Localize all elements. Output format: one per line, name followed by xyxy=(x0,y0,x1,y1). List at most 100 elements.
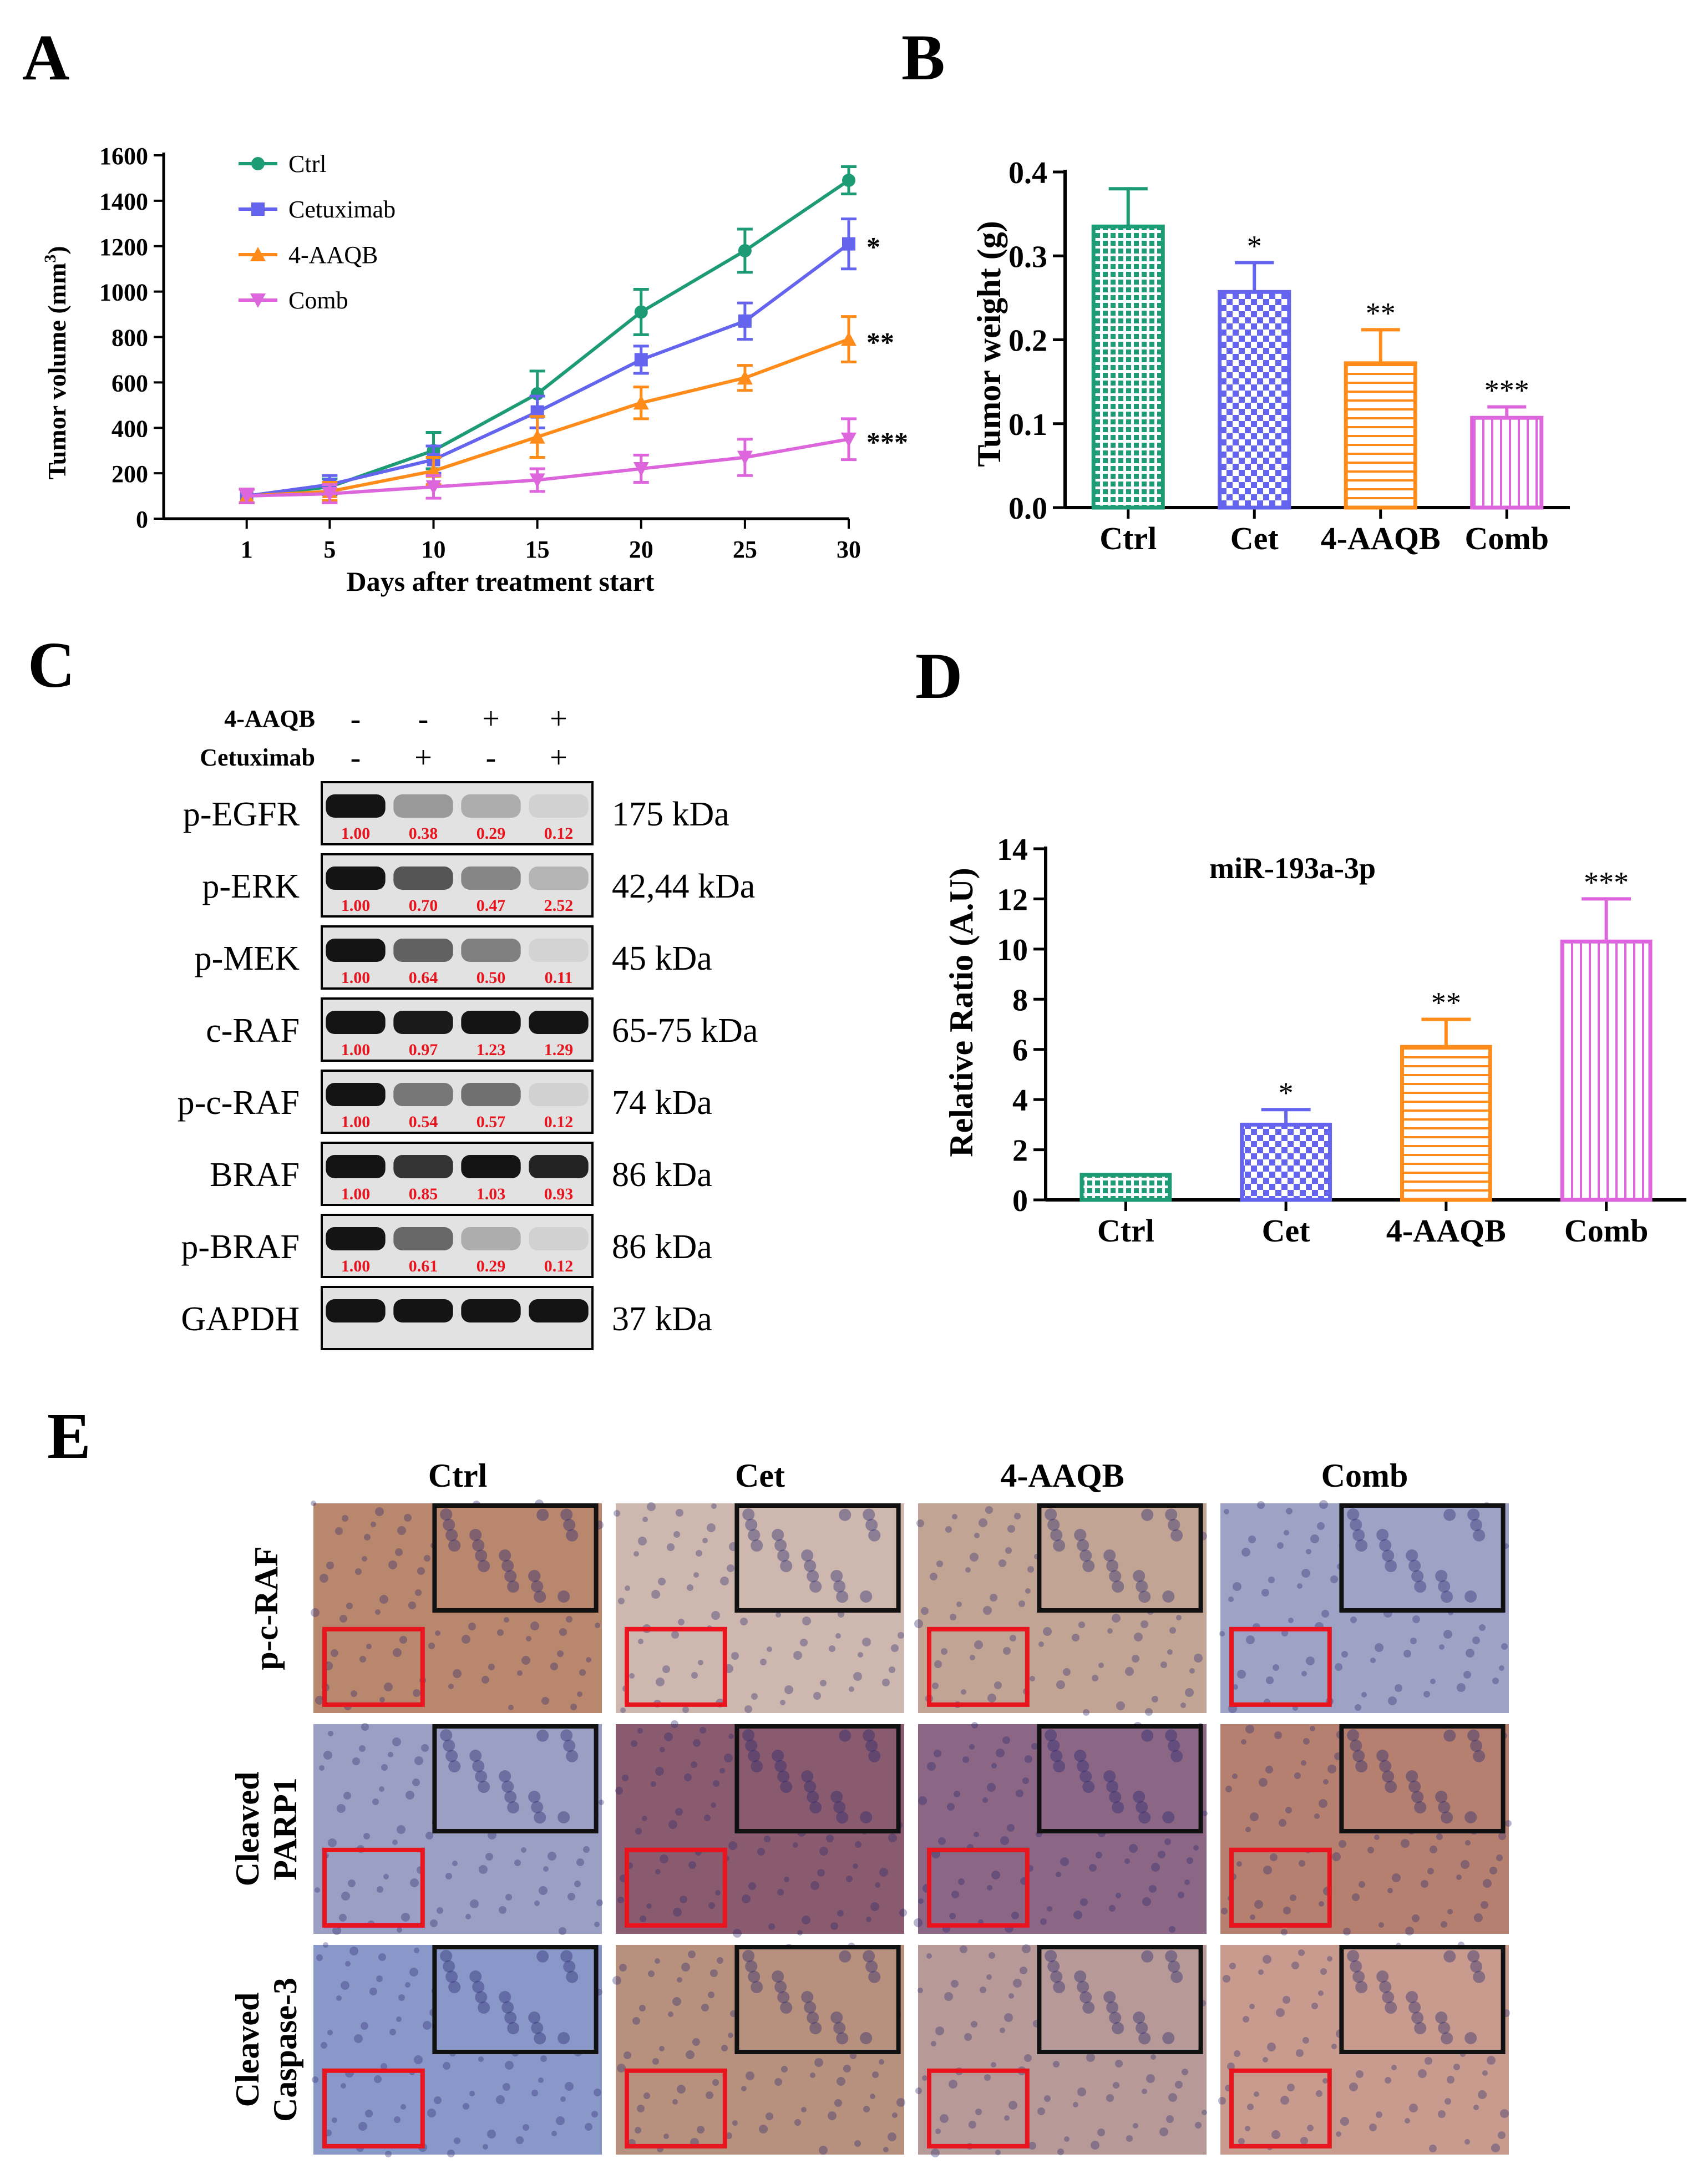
panel-c-treatment-sign: - xyxy=(351,741,361,775)
panel-e-nucleus-zoomed xyxy=(804,1559,817,1572)
panel-e-nucleus-zoomed xyxy=(1138,1811,1151,1824)
panel-e-nucleus xyxy=(311,1608,320,1617)
panel-e-nucleus-zoomed xyxy=(868,1970,881,1983)
panel-e-nucleus-zoomed xyxy=(566,1970,579,1983)
panel-e-nucleus xyxy=(1330,1575,1338,1583)
panel-e-nucleus xyxy=(463,2103,469,2110)
panel-e-nucleus xyxy=(1319,1500,1328,1509)
panel-e-nucleus-zoomed xyxy=(1441,1811,1453,1824)
panel-e-nucleus xyxy=(1245,1827,1251,1832)
panel-e-nucleus xyxy=(1302,2037,1309,2044)
panel-e-nucleus xyxy=(837,1910,844,1917)
panel-e-nucleus-zoomed xyxy=(780,1560,793,1573)
panel-e-nucleus xyxy=(1004,2013,1013,2022)
panel-e-nucleus-zoomed xyxy=(1170,1970,1183,1983)
panel-c-band xyxy=(461,1155,521,1178)
panel-e-nucleus-zoomed xyxy=(1103,1770,1116,1782)
panel-e-nucleus xyxy=(931,2041,936,2046)
panel-e-nucleus xyxy=(936,1560,943,1567)
panel-e-nucleus xyxy=(361,2022,368,2030)
panel-e-nucleus-zoomed xyxy=(1350,1960,1362,1973)
panel-a-data-point xyxy=(841,432,856,447)
panel-c-treatment-label: Cetuximab xyxy=(200,744,315,771)
panel-e-nucleus xyxy=(1505,1820,1512,1827)
panel-e-nucleus xyxy=(1280,2096,1289,2105)
panel-a-y-axis-label: Tumor volume (mm3) xyxy=(41,246,71,479)
panel-e-region-box xyxy=(322,1626,425,1707)
panel-e-nucleus-zoomed xyxy=(1408,1780,1421,1793)
panel-e-nucleus xyxy=(854,2140,861,2147)
panel-e-nucleus xyxy=(655,1958,660,1964)
panel-e-nucleus xyxy=(846,1876,853,1882)
panel-e-nucleus-zoomed xyxy=(1141,1950,1154,1963)
panel-e-nucleus-zoomed xyxy=(1406,1991,1418,2003)
panel-e-nucleus xyxy=(487,2130,496,2139)
panel-e-nucleus-zoomed xyxy=(1138,2032,1151,2045)
panel-e-nucleus xyxy=(1160,1661,1167,1668)
panel-e-nucleus-zoomed xyxy=(475,1991,488,2004)
panel-e-region-box xyxy=(927,2068,1030,2148)
panel-d-x-tick-label: 4-AAQB xyxy=(1386,1213,1506,1249)
panel-e-nucleus xyxy=(1319,1799,1327,1808)
panel-e-nucleus xyxy=(1202,1811,1208,1816)
panel-e-nucleus xyxy=(336,1995,342,2001)
panel-e-nucleus xyxy=(655,1767,664,1776)
panel-e-nucleus xyxy=(677,2085,686,2094)
panel-e-nucleus xyxy=(1195,2122,1202,2129)
panel-c-band xyxy=(326,1155,386,1178)
panel-e-nucleus xyxy=(813,1692,821,1700)
panel-e-nucleus xyxy=(1221,1908,1228,1914)
panel-e-nucleus xyxy=(970,1655,975,1660)
panel-c-quant-value: 0.12 xyxy=(544,1257,574,1275)
panel-e-tile xyxy=(1219,1500,1509,1713)
panel-e-nucleus xyxy=(1013,1979,1022,1988)
panel-e-nucleus xyxy=(960,1945,967,1953)
panel-e-nucleus xyxy=(1152,1696,1158,1702)
panel-e-nucleus xyxy=(733,1929,742,1938)
panel-e-nucleus-zoomed xyxy=(531,1580,544,1593)
panel-e-nucleus xyxy=(664,1732,673,1741)
panel-e-nucleus xyxy=(667,1543,675,1551)
panel-e-nucleus xyxy=(1047,1906,1052,1912)
panel-c-treatment-sign: + xyxy=(414,741,432,775)
panel-e-nucleus xyxy=(660,1854,668,1863)
panel-e-nucleus xyxy=(721,2045,728,2051)
panel-e-nucleus-zoomed xyxy=(499,1770,511,1782)
panel-e-nucleus xyxy=(724,1754,733,1762)
panel-a-data-point xyxy=(737,450,753,465)
panel-e-nucleus xyxy=(469,2091,475,2096)
panel-e-nucleus xyxy=(652,2058,659,2065)
panel-e-nucleus xyxy=(696,1550,702,1557)
panel-e-nucleus xyxy=(1296,2049,1304,2057)
panel-e-nucleus xyxy=(1038,1641,1044,1647)
panel-e-nucleus xyxy=(1167,1649,1173,1655)
panel-e-nucleus xyxy=(337,1804,346,1813)
panel-a-legend-label: Ctrl xyxy=(288,150,326,178)
panel-e-nucleus xyxy=(1236,1861,1242,1867)
panel-e-nucleus xyxy=(767,1646,772,1652)
panel-e-nucleus-zoomed xyxy=(501,1559,514,1572)
panel-e-nucleus-zoomed xyxy=(504,2011,517,2024)
panel-d-title: miR-193a-3p xyxy=(1209,852,1376,885)
panel-e-nucleus-zoomed xyxy=(774,1760,787,1772)
panel-e-nucleus xyxy=(994,1681,1002,1689)
panel-e-nucleus xyxy=(435,1630,440,1636)
panel-e-nucleus xyxy=(316,1954,323,1961)
panel-e-nucleus xyxy=(717,1957,723,1964)
panel-c-quant-value: 0.54 xyxy=(409,1113,438,1131)
panel-e-nucleus xyxy=(711,1611,720,1620)
panel-e-nucleus xyxy=(949,1913,956,1919)
panel-e-nucleus-zoomed xyxy=(1162,1811,1175,1823)
panel-e-nucleus xyxy=(1356,2070,1364,2078)
panel-a-y-tick-label: 1000 xyxy=(99,279,148,306)
panel-e-nucleus-zoomed xyxy=(745,1739,758,1752)
panel-e-nucleus-zoomed xyxy=(1106,1780,1119,1793)
panel-e-nucleus xyxy=(1000,1836,1009,1845)
panel-e-nucleus xyxy=(1180,1702,1186,1708)
panel-e-nucleus-zoomed xyxy=(566,1529,579,1542)
panel-e-nucleus xyxy=(1367,1847,1374,1853)
panel-e-nucleus xyxy=(691,1761,697,1768)
panel-c-quant-value: 1.23 xyxy=(477,1041,506,1059)
panel-c-treatment-sign: - xyxy=(418,702,429,736)
panel-e-nucleus xyxy=(1142,1897,1151,1906)
